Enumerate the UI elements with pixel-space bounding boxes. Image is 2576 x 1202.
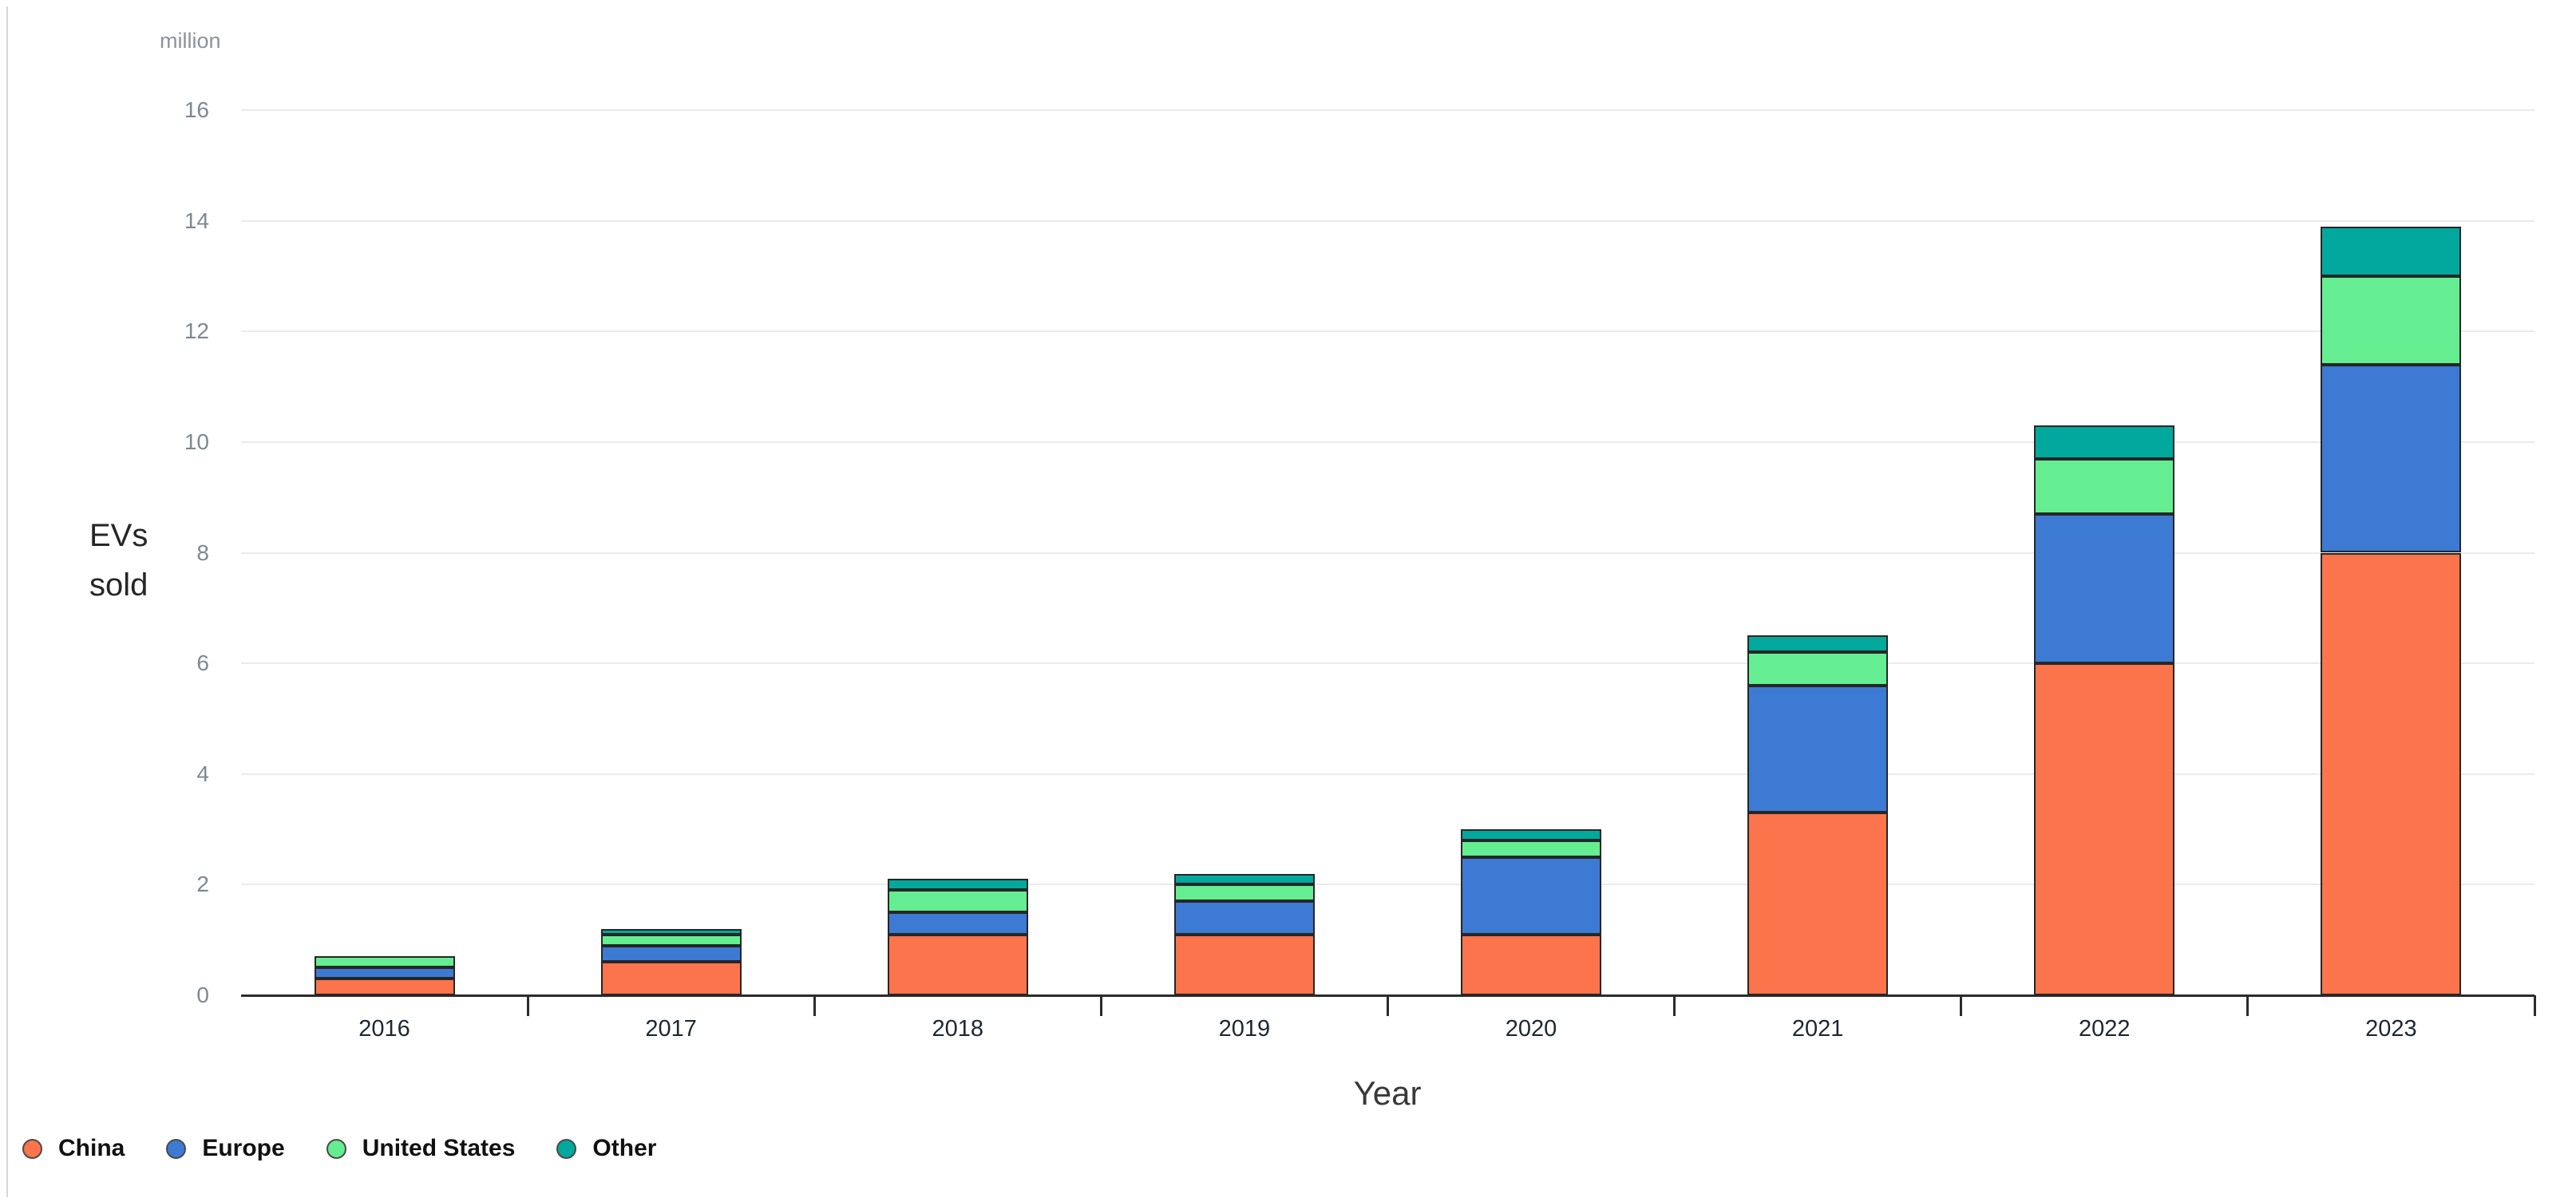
bar-2019-china[interactable]: [1173, 934, 1315, 995]
y-tick-label-14: 14: [184, 208, 209, 233]
x-tick-label-2019: 2019: [1218, 1016, 1271, 1042]
page-left-border: [6, 6, 8, 1197]
legend-label-united-states: United States: [362, 1135, 516, 1161]
y-tick-label-16: 16: [184, 97, 209, 122]
bar-2021-china[interactable]: [1747, 813, 1889, 995]
y-tick-label-0: 0: [196, 983, 209, 1007]
bar-2020-other[interactable]: [1461, 829, 1602, 840]
bar-2019-united-states[interactable]: [1173, 884, 1315, 902]
gridline-10: [241, 441, 2534, 443]
x-tick-label-2020: 2020: [1505, 1016, 1557, 1042]
gridline-8: [241, 552, 2534, 554]
x-axis-tick-1: [526, 995, 529, 1016]
bar-2016-china[interactable]: [314, 979, 455, 995]
bar-2021-united-states[interactable]: [1747, 652, 1889, 686]
bar-2019-other[interactable]: [1173, 873, 1315, 885]
x-tick-label-2022: 2022: [2079, 1016, 2131, 1042]
bar-2016-united-states[interactable]: [314, 956, 455, 968]
y-tick-label-6: 6: [196, 650, 209, 676]
gridline-2: [241, 884, 2534, 886]
legend-label-other: Other: [592, 1135, 657, 1161]
bar-2017-united-states[interactable]: [600, 934, 742, 946]
x-axis-tick-7: [2246, 995, 2250, 1016]
bar-2020-united-states[interactable]: [1461, 840, 1602, 857]
x-axis-tick-5: [1673, 995, 1676, 1016]
legend-swatch-china-icon: [22, 1138, 42, 1159]
legend-swatch-other-icon: [556, 1138, 577, 1159]
x-axis-title: Year: [1353, 1074, 1422, 1112]
gridline-6: [241, 662, 2534, 665]
bar-2018-china[interactable]: [887, 934, 1028, 995]
bar-2016-europe[interactable]: [314, 967, 455, 979]
y-axis-title: EVs sold: [89, 518, 148, 603]
x-axis-tick-2: [813, 995, 816, 1016]
x-axis-tick-6: [1960, 995, 1963, 1016]
y-tick-label-12: 12: [184, 318, 209, 344]
x-tick-label-2017: 2017: [645, 1016, 697, 1042]
x-tick-label-2021: 2021: [1791, 1016, 1844, 1042]
bar-2021-europe[interactable]: [1747, 685, 1889, 813]
legend-item-united-states[interactable]: United States: [326, 1135, 516, 1162]
x-tick-label-2023: 2023: [2365, 1016, 2417, 1042]
legend-swatch-europe-icon: [166, 1138, 187, 1159]
bar-2017-china[interactable]: [600, 962, 742, 995]
gridline-4: [241, 773, 2534, 775]
y-tick-label-2: 2: [196, 872, 209, 897]
x-tick-label-2016: 2016: [358, 1016, 410, 1042]
bar-2023-china[interactable]: [2321, 552, 2462, 995]
y-tick-label-10: 10: [184, 429, 209, 454]
legend-label-europe: Europe: [202, 1135, 285, 1161]
bar-2021-other[interactable]: [1747, 635, 1889, 653]
legend-item-china[interactable]: China: [22, 1135, 125, 1162]
x-axis-tick-8: [2533, 995, 2536, 1016]
legend-item-other[interactable]: Other: [556, 1135, 656, 1162]
bar-2018-europe[interactable]: [887, 912, 1028, 935]
gridline-14: [241, 219, 2534, 222]
bar-2022-china[interactable]: [2034, 663, 2175, 995]
legend-item-europe[interactable]: Europe: [166, 1135, 285, 1162]
legend-label-china: China: [58, 1135, 125, 1161]
bar-2023-united-states[interactable]: [2321, 275, 2462, 365]
bar-2023-europe[interactable]: [2321, 364, 2462, 553]
bar-2018-other[interactable]: [887, 879, 1028, 891]
legend: China Europe United States Other: [22, 1135, 656, 1162]
x-tick-label-2018: 2018: [932, 1016, 984, 1042]
bar-2019-europe[interactable]: [1173, 901, 1315, 935]
bar-2022-other[interactable]: [2034, 425, 2175, 459]
y-tick-label-4: 4: [196, 761, 209, 786]
bar-2017-other[interactable]: [600, 928, 742, 935]
bar-2022-europe[interactable]: [2034, 513, 2175, 664]
gridline-16: [241, 109, 2534, 111]
bar-2022-united-states[interactable]: [2034, 458, 2175, 514]
gridline-12: [241, 330, 2534, 333]
y-tick-label-8: 8: [196, 540, 209, 565]
x-axis-tick-4: [1387, 995, 1389, 1016]
x-axis-tick-3: [1099, 995, 1102, 1016]
bar-2017-europe[interactable]: [600, 945, 742, 963]
bar-2020-china[interactable]: [1461, 934, 1602, 995]
bar-2023-other[interactable]: [2321, 226, 2462, 276]
legend-swatch-united-states-icon: [326, 1138, 346, 1159]
bar-2020-europe[interactable]: [1461, 856, 1602, 935]
bar-2018-united-states[interactable]: [887, 890, 1028, 913]
y-axis-unit-label: million: [160, 29, 221, 53]
